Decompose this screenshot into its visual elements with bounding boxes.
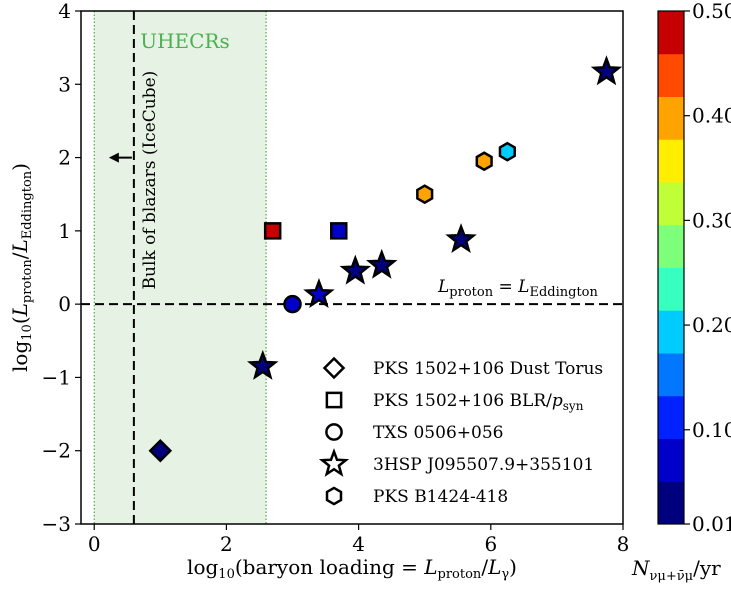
point-star-4 xyxy=(445,223,477,254)
x-tick-label: 0 xyxy=(88,532,101,556)
left-arrow-icon xyxy=(108,152,119,163)
colorbar-tick-label: 0.10 xyxy=(692,418,731,442)
colorbar-segment xyxy=(658,310,684,354)
point-star-0 xyxy=(247,349,279,380)
colorbar-segment xyxy=(658,53,684,97)
legend-marker-circle xyxy=(325,423,343,441)
colorbar-segment xyxy=(658,481,684,525)
y-tick-label: 4 xyxy=(58,0,71,23)
plot-frame xyxy=(80,10,624,525)
colorbar-segment xyxy=(658,139,684,183)
x-tick-label: 6 xyxy=(484,532,497,556)
legend-marker-square xyxy=(325,391,343,409)
uhecr-region xyxy=(94,11,267,524)
colorbar-tick-label: 0.30 xyxy=(692,208,731,232)
colorbar-label: Nνμ+ν̄μ/yr xyxy=(631,556,721,584)
y-tick-label: 1 xyxy=(58,219,71,243)
point-hexagon-1 xyxy=(475,151,493,172)
blazar-bulk-label: Bulk of blazars (IceCube) xyxy=(140,71,160,290)
colorbar-segment xyxy=(658,224,684,268)
colorbar: 0.01 0.10 0.20 0.30 0.40 0.50 Nνμ+ν̄μ/yr xyxy=(631,0,731,584)
legend-label: PKS B1424-418 xyxy=(373,487,508,507)
y-tick-label: 3 xyxy=(58,72,71,96)
data-points xyxy=(148,55,623,463)
y-tick-label: 0 xyxy=(58,292,71,316)
colorbar-tick-label: 0.20 xyxy=(692,313,731,337)
point-hexagon-0 xyxy=(416,184,434,205)
legend-label: 3HSP J095507.9+355101 xyxy=(373,455,594,475)
y-tick-label: −1 xyxy=(42,365,71,389)
colorbar-segment xyxy=(658,96,684,140)
x-axis-label: log10(baryon loading = Lproton/Lγ) xyxy=(187,555,517,582)
colorbar-segment xyxy=(658,182,684,226)
colorbar-tick-label: 0.01 xyxy=(692,512,731,536)
legend: PKS 1502+106 Dust Torus PKS 1502+106 BLR/… xyxy=(318,356,603,507)
x-tick-label: 8 xyxy=(617,532,630,556)
point-hexagon-2 xyxy=(498,141,516,162)
point-circle-0 xyxy=(283,294,302,314)
point-square-0 xyxy=(263,222,282,240)
legend-marker-star xyxy=(318,448,350,477)
y-tick-label: −2 xyxy=(42,439,71,463)
colorbar-tick-label: 0.40 xyxy=(692,104,731,128)
uhecr-label: UHECRs xyxy=(140,29,230,53)
point-star-2 xyxy=(339,254,372,285)
colorbar-segment xyxy=(658,11,684,55)
y-tick-label: −3 xyxy=(42,512,71,536)
point-square-1 xyxy=(330,222,348,240)
legend-marker-hexagon xyxy=(325,486,343,506)
plot-area: UHECRs xyxy=(93,11,267,524)
colorbar-segment xyxy=(658,267,684,311)
point-star-3 xyxy=(365,248,398,279)
x-tick-label: 2 xyxy=(220,532,233,556)
legend-label: TXS 0506+056 xyxy=(373,423,503,443)
y-tick-label: 2 xyxy=(58,146,71,170)
point-star-1 xyxy=(303,278,335,309)
colorbar-tick-label: 0.50 xyxy=(692,0,731,23)
legend-marker-diamond xyxy=(322,356,346,380)
legend-label: PKS 1502+106 BLR/psyn xyxy=(373,391,584,413)
colorbar-segment xyxy=(658,353,684,397)
point-diamond-0 xyxy=(148,438,173,463)
x-tick-label: 4 xyxy=(352,532,365,556)
colorbar-segment xyxy=(658,395,684,439)
legend-label: PKS 1502+106 Dust Torus xyxy=(373,359,603,379)
colorbar-segment xyxy=(658,438,684,482)
colorbar-frame xyxy=(657,10,685,525)
eddington-label: Lproton = LEddington xyxy=(437,277,598,300)
y-axis-label: log10(Lproton/LEddington) xyxy=(8,163,35,372)
point-star-5 xyxy=(590,55,623,86)
